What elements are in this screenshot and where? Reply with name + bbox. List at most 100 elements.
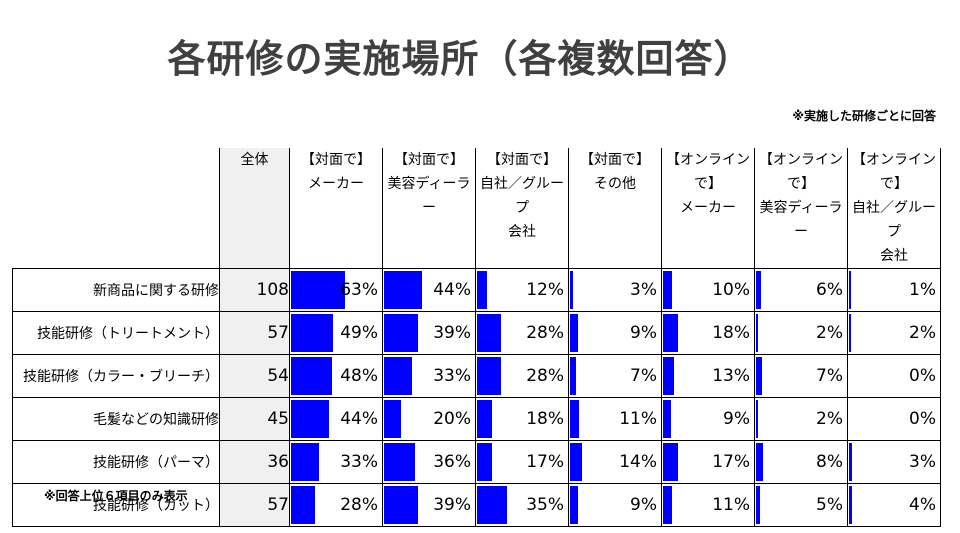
data-cell: 2% [754, 311, 848, 355]
data-label: 9% [630, 495, 657, 515]
column-header-line2: 美容ディーラー [759, 200, 843, 240]
data-cell: 35% [475, 483, 569, 527]
column-header-line2: 自社／グループ [480, 176, 564, 216]
results-table: 全体 【対面で】 メーカー 【対面で】 美容ディーラー 【対面で】 自社／グループ 会社 【対… [12, 148, 941, 527]
data-bar [570, 486, 578, 524]
column-header-line2: その他 [594, 176, 636, 192]
data-cell: 39% [382, 483, 476, 527]
data-bar [663, 486, 673, 524]
data-cell: 5% [754, 483, 848, 527]
data-label: 13% [712, 366, 750, 386]
data-bar [384, 271, 422, 309]
data-bar [756, 443, 763, 481]
data-label: 44% [433, 280, 471, 300]
data-label: 14% [619, 452, 657, 472]
data-bar [663, 443, 678, 481]
data-cell: 3% [847, 440, 941, 484]
data-bar [477, 271, 488, 309]
data-cell: 8% [754, 440, 848, 484]
data-label: 0% [909, 409, 936, 429]
data-cell: 10% [661, 268, 755, 312]
data-label: 28% [340, 495, 378, 515]
row-total: 108 [219, 268, 290, 312]
data-bar [477, 357, 502, 395]
data-bar [291, 400, 329, 438]
data-label: 36% [433, 452, 471, 472]
data-cell: 17% [475, 440, 569, 484]
data-cell: 0% [847, 354, 941, 398]
data-label: 39% [433, 495, 471, 515]
data-label: 2% [909, 323, 936, 343]
data-bar [477, 486, 508, 524]
data-bar [663, 357, 675, 395]
data-label: 17% [526, 452, 564, 472]
data-label: 11% [619, 409, 657, 429]
data-cell: 6% [754, 268, 848, 312]
data-cell: 3% [568, 268, 662, 312]
data-cell: 4% [847, 483, 941, 527]
data-label: 44% [340, 409, 378, 429]
data-label: 63% [340, 280, 378, 300]
table-row: 技能研修（カラー・ブリーチ） 54 48% 33% 28% 7% 13% 7% 0% [12, 354, 941, 398]
page-title: 各研修の実施場所（各複数回答） [167, 37, 753, 81]
row-total: 57 [219, 483, 290, 527]
data-label: 10% [712, 280, 750, 300]
data-bar [384, 486, 418, 524]
row-total: 36 [219, 440, 290, 484]
row-label: 技能研修（カラー・ブリーチ） [12, 354, 220, 398]
table-row: 技能研修（カット） 57 28% 39% 35% 9% 11% 5% 4% [12, 483, 941, 527]
row-label: 毛髪などの知識研修 [12, 397, 220, 441]
data-bar [291, 486, 316, 524]
data-label: 9% [723, 409, 750, 429]
row-label: 技能研修（トリートメント） [12, 311, 220, 355]
data-cell: 18% [475, 397, 569, 441]
data-cell: 1% [847, 268, 941, 312]
column-header: 【オンラインで】 自社／グループ 会社 [847, 148, 941, 269]
data-cell: 2% [847, 311, 941, 355]
data-label: 39% [433, 323, 471, 343]
header-row: 全体 【対面で】 メーカー 【対面で】 美容ディーラー 【対面で】 自社／グループ 会社 【対… [13, 148, 941, 269]
data-bar [756, 314, 758, 352]
data-bar [384, 443, 415, 481]
data-cell: 63% [289, 268, 383, 312]
data-cell: 13% [661, 354, 755, 398]
data-label: 18% [526, 409, 564, 429]
row-label: 新商品に関する研修 [12, 268, 220, 312]
data-bar [756, 486, 761, 524]
data-label: 48% [340, 366, 378, 386]
data-bar [570, 271, 573, 309]
data-cell: 28% [475, 311, 569, 355]
data-label: 2% [816, 323, 843, 343]
column-header-line2: 自社／グループ [852, 200, 936, 240]
data-bar [291, 314, 334, 352]
data-bar [477, 443, 492, 481]
data-cell: 44% [289, 397, 383, 441]
data-label: 18% [712, 323, 750, 343]
data-label: 9% [630, 323, 657, 343]
data-cell: 39% [382, 311, 476, 355]
data-label: 2% [816, 409, 843, 429]
data-cell: 7% [568, 354, 662, 398]
data-label: 0% [909, 366, 936, 386]
data-bar [291, 357, 333, 395]
data-cell: 12% [475, 268, 569, 312]
data-bar [570, 357, 577, 395]
data-bar [384, 400, 402, 438]
data-bar [849, 486, 853, 524]
data-cell: 9% [568, 311, 662, 355]
data-bar [663, 400, 671, 438]
data-label: 5% [816, 495, 843, 515]
data-cell: 17% [661, 440, 755, 484]
data-bar [663, 271, 672, 309]
column-header: 【オンラインで】 メーカー [661, 148, 755, 269]
data-label: 17% [712, 452, 750, 472]
column-header-line1: 【対面で】 [487, 152, 557, 168]
column-header-line2: メーカー [308, 176, 364, 192]
data-cell: 36% [382, 440, 476, 484]
data-label: 3% [909, 452, 936, 472]
column-header: 【対面で】 自社／グループ 会社 [475, 148, 569, 269]
data-label: 35% [526, 495, 564, 515]
data-bar [756, 400, 758, 438]
data-label: 7% [630, 366, 657, 386]
data-label: 33% [433, 366, 471, 386]
